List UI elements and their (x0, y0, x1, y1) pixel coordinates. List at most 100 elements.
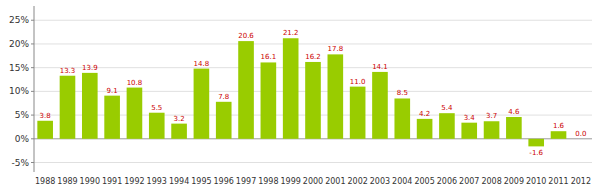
y-tick (31, 115, 34, 116)
x-tick-label: 1992 (124, 177, 144, 186)
data-label: 16.1 (261, 53, 277, 61)
x-tick-label: 1996 (214, 177, 234, 186)
bar (171, 124, 187, 139)
bar (261, 62, 277, 138)
x-tick-label: 1991 (102, 177, 122, 186)
bar (305, 62, 321, 139)
y-tick-label: 20% (9, 39, 29, 49)
x-tick-label: 2007 (459, 177, 479, 186)
grid-line (34, 20, 592, 21)
chart-container: -5%0%5%10%15%20%25%198819891990199119921… (0, 0, 598, 190)
y-tick (31, 138, 34, 139)
data-label: 17.8 (328, 45, 344, 53)
y-tick-label: 5% (15, 110, 30, 120)
bar (194, 69, 210, 139)
x-tick-label: 1994 (169, 177, 189, 186)
bar (484, 121, 500, 139)
data-label: 3.7 (486, 112, 497, 120)
data-label: -1.6 (529, 149, 543, 157)
grid-line (34, 162, 592, 163)
bar (394, 98, 410, 138)
y-tick-label: 0% (15, 134, 30, 144)
x-tick-label: 2000 (303, 177, 323, 186)
bars (37, 38, 566, 146)
data-label: 13.9 (82, 64, 98, 72)
x-tick-label: 2011 (548, 177, 568, 186)
y-tick-label: 15% (9, 63, 29, 73)
data-label: 4.2 (419, 110, 430, 118)
y-axis: -5% 0% 5% 10% 15% 20% 25% (9, 6, 34, 172)
data-label: 21.2 (283, 29, 299, 37)
bar (528, 139, 544, 147)
x-tick-label: 2004 (392, 177, 412, 186)
x-tick-label: 1999 (281, 177, 301, 186)
data-label: 4.6 (508, 108, 520, 116)
y-axis-line (34, 6, 35, 172)
bar (551, 131, 567, 139)
x-tick-label: 2002 (347, 177, 367, 186)
grid (34, 20, 592, 162)
data-label: 3.4 (464, 114, 476, 122)
y-tick-label: -5% (11, 158, 29, 168)
data-label: 11.0 (350, 78, 366, 86)
data-label: 0.0 (575, 130, 586, 138)
bar (149, 113, 165, 139)
bar (82, 73, 98, 139)
data-label: 14.8 (194, 60, 210, 68)
data-label: 3.2 (174, 115, 185, 123)
data-label: 16.2 (305, 53, 321, 61)
y-tick (31, 20, 34, 21)
y-tick-label: 25% (9, 15, 29, 25)
bar (417, 119, 433, 139)
x-tick-label: 2003 (370, 177, 390, 186)
x-tick-label: 2001 (325, 177, 345, 186)
bar (439, 113, 455, 139)
grid-line (34, 43, 592, 44)
x-tick-label: 1997 (236, 177, 256, 186)
bar (350, 87, 366, 139)
x-tick-label: 2008 (481, 177, 501, 186)
bar (372, 72, 388, 139)
x-tick-label: 2006 (437, 177, 457, 186)
bar (216, 102, 232, 139)
data-label: 3.8 (40, 112, 51, 120)
x-axis: 1988198919901991199219931994199519961997… (35, 177, 591, 186)
bar (60, 76, 76, 139)
data-label: 20.6 (238, 32, 254, 40)
data-label: 13.3 (60, 67, 76, 75)
bar (328, 54, 344, 138)
bar (104, 96, 120, 139)
bar (461, 123, 477, 139)
x-tick-label: 1988 (35, 177, 55, 186)
data-label: 5.4 (441, 104, 453, 112)
bar (127, 88, 143, 139)
x-tick-label: 1995 (191, 177, 211, 186)
bar (573, 138, 589, 139)
y-tick (31, 162, 34, 163)
y-tick (31, 67, 34, 68)
x-tick-label: 1990 (80, 177, 100, 186)
y-tick (31, 91, 34, 92)
y-tick-label: 10% (9, 86, 29, 96)
x-tick-label: 2009 (504, 177, 524, 186)
data-label: 5.5 (151, 104, 162, 112)
bar (283, 38, 299, 139)
data-label: 7.8 (218, 93, 229, 101)
bar (506, 117, 522, 139)
data-label: 8.5 (397, 89, 408, 97)
data-label: 9.1 (107, 87, 118, 95)
x-tick-label: 1993 (147, 177, 167, 186)
data-labels: 3.8 13.3 13.9 9.1 10.8 5.5 3.2 14.8 7.8 20.6 16.1 2… (40, 29, 587, 157)
y-tick (31, 43, 34, 44)
data-label: 14.1 (372, 63, 388, 71)
x-tick-label: 1998 (258, 177, 278, 186)
x-tick-label: 2005 (414, 177, 434, 186)
data-label: 1.6 (553, 122, 565, 130)
x-tick-label: 1989 (57, 177, 77, 186)
x-tick-label: 2012 (571, 177, 591, 186)
bar (37, 121, 53, 139)
bar (238, 41, 254, 139)
chart: -5%0%5%10%15%20%25%198819891990199119921… (0, 0, 598, 190)
x-tick-label: 2010 (526, 177, 546, 186)
data-label: 10.8 (127, 79, 143, 87)
